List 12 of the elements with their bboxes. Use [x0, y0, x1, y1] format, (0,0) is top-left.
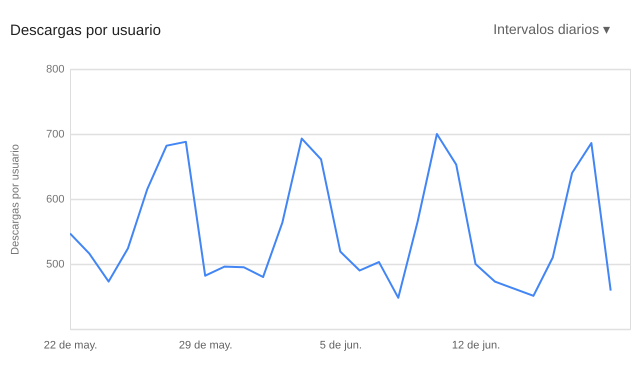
y-tick-label: 500: [46, 258, 64, 270]
text: Intervalos diarios ▾: [493, 21, 610, 37]
x-tick-label: 29 de may.: [178, 340, 232, 352]
x-tick-label: 12 de jun.: [452, 340, 500, 352]
x-tick-label: 22 de may.: [44, 340, 98, 352]
y-tick-label: 600: [46, 194, 64, 206]
y-axis-title: Descargas por usuario: [10, 144, 22, 255]
x-tick-label: 5 de jun.: [320, 340, 362, 352]
y-tick-label: 800: [46, 64, 64, 76]
y-tick-label: 700: [46, 128, 64, 140]
line-series: [70, 133, 612, 299]
chart-title: Descargas por usuario: [10, 22, 161, 39]
